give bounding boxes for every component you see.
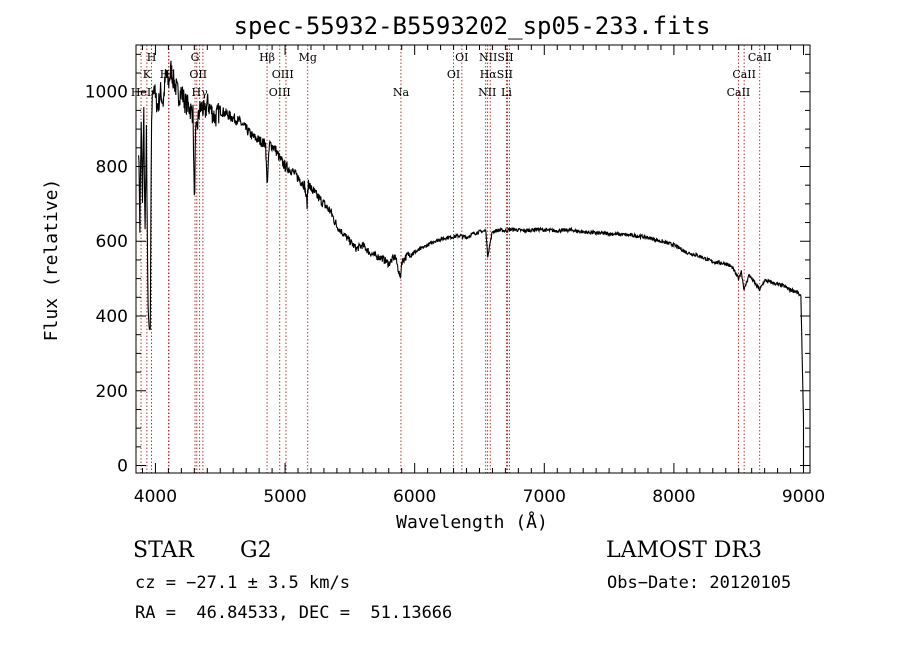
x-tick-label: 8000 <box>652 487 695 507</box>
line-label: OIII <box>272 68 294 81</box>
x-axis-ticks: 4000 5000 6000 7000 8000 9000 <box>134 45 825 507</box>
line-label: K <box>143 68 152 81</box>
line-label: CaII <box>727 86 751 99</box>
x-tick-label: 7000 <box>523 487 566 507</box>
observation-date: Obs−Date: 20120105 <box>607 573 791 593</box>
x-tick-label: 5000 <box>263 487 306 507</box>
line-label: Mg <box>299 51 317 64</box>
line-label: OII <box>189 68 207 81</box>
line-label: Hγ <box>192 86 209 99</box>
line-label: NIISII <box>479 51 514 64</box>
chart-title: spec-55932-B5593202_sp05-233.fits <box>234 12 711 40</box>
line-label: CaII <box>732 68 756 81</box>
spectrum-line <box>139 61 804 470</box>
line-label: Hβ <box>259 51 275 64</box>
x-tick-label: 6000 <box>393 487 436 507</box>
x-tick-label: 4000 <box>134 487 177 507</box>
line-label: OIII <box>269 86 291 99</box>
line-label: G <box>191 51 200 64</box>
line-label: OI <box>455 51 468 64</box>
line-label: Na <box>393 86 410 99</box>
x-tick-label: 9000 <box>782 487 825 507</box>
y-tick-label: 1000 <box>85 83 128 103</box>
line-label: HeI <box>131 86 151 99</box>
y-tick-label: 800 <box>96 157 128 177</box>
y-tick-label: 200 <box>96 382 128 402</box>
x-axis-label: Wavelength (Å) <box>396 511 548 533</box>
spectral-line-labels: HK HHHeIGOIIHγHβOIIIOIIIMgNaOIOINIISIIHαS… <box>131 51 772 99</box>
y-tick-label: 400 <box>96 307 128 327</box>
spectral-line-markers <box>141 45 760 473</box>
line-label: H <box>147 51 157 64</box>
line-label: Li <box>501 86 512 99</box>
object-class: STAR <box>133 538 194 563</box>
spectral-subclass: G2 <box>240 538 272 563</box>
ra-dec-coordinates: RA = 46.84533, DEC = 51.13666 <box>135 603 452 623</box>
redshift-velocity: cz = −27.1 ± 3.5 km/s <box>135 573 350 593</box>
y-tick-label: 0 <box>117 457 128 477</box>
y-tick-label: 600 <box>96 232 128 252</box>
y-axis-label: Flux (relative) <box>41 179 62 342</box>
line-label: CaII <box>748 51 772 64</box>
line-label: HαSII <box>480 68 513 81</box>
line-label: NII <box>478 86 496 99</box>
line-label: OI <box>447 68 460 81</box>
survey-name: LAMOST DR3 <box>606 538 762 563</box>
